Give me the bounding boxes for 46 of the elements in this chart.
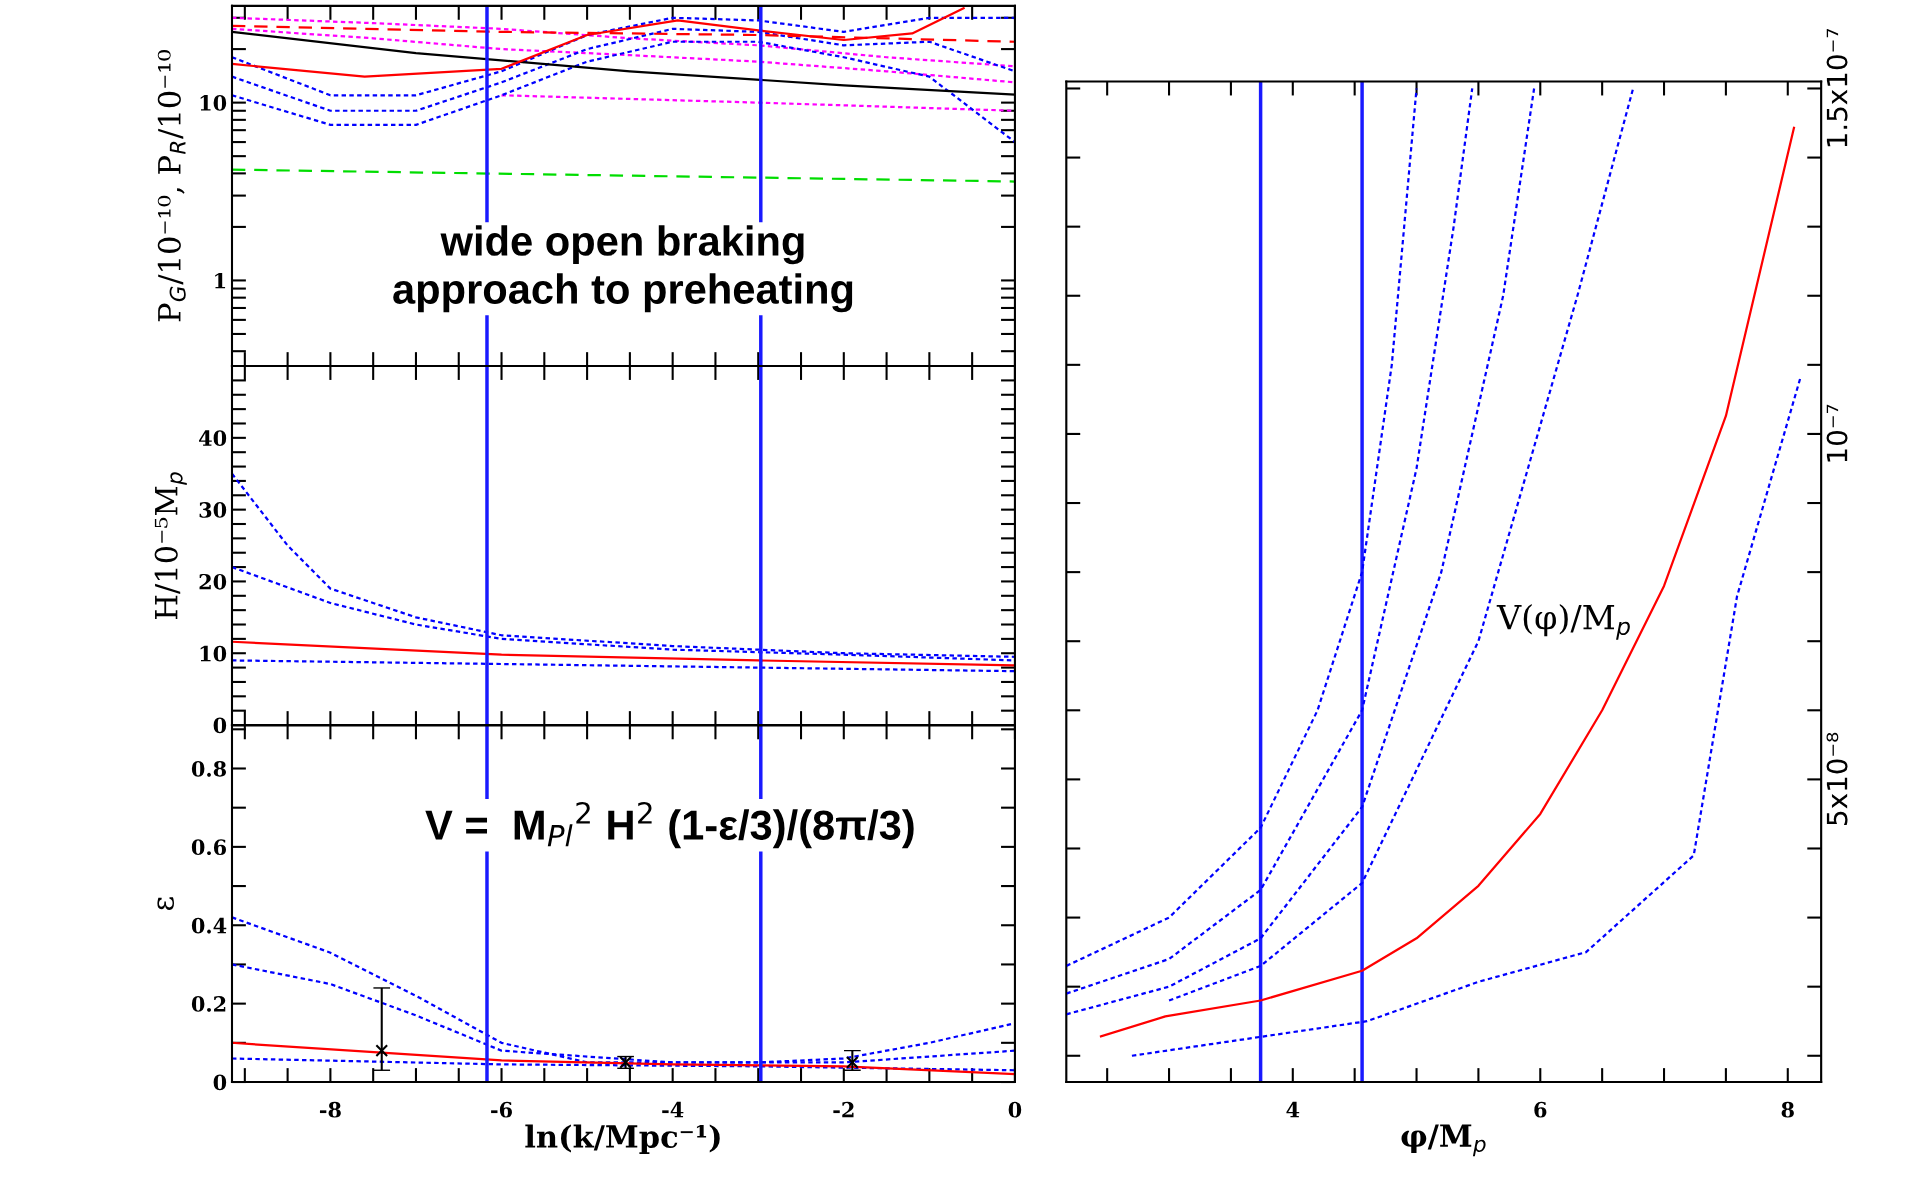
line-series xyxy=(232,1041,1015,1076)
x-tick-label: 6 xyxy=(1534,1101,1547,1118)
line-series xyxy=(1099,126,1796,1038)
y-tick-label: 20 xyxy=(199,573,227,590)
x-axis-title: ln(k/Mpc⁻¹) xyxy=(525,1124,720,1154)
x-tick-label: 4 xyxy=(1286,1101,1300,1118)
y-tick-label: 0 xyxy=(213,1074,227,1091)
line-series xyxy=(232,16,1015,68)
line-series xyxy=(232,472,1015,658)
line-series xyxy=(232,1057,1015,1072)
x-axis-title: φ/M$_{p}$ xyxy=(1401,1124,1486,1157)
x-tick-label: 0 xyxy=(1008,1101,1022,1118)
y-tick-label: 30 xyxy=(199,502,227,518)
y-axis-title: H/10⁻⁵M$_{p}$ xyxy=(154,472,187,620)
line-series xyxy=(1130,377,1802,1057)
x-tick-label: 8 xyxy=(1781,1101,1794,1118)
y-axis-title: P$_{G}$/10⁻¹⁰, P$_{R}$/10⁻¹⁰ xyxy=(157,49,186,322)
x-tick-label: -2 xyxy=(833,1101,854,1118)
annotation: V = M$_{Pl}$$^{2}$ H$^{2}$ (1-ε/3)/(8π/3) xyxy=(425,801,914,849)
x-tick-label: -8 xyxy=(319,1101,341,1118)
y-tick-label: 0.8 xyxy=(191,760,227,777)
y-tick-label: 10 xyxy=(200,95,227,111)
line-series xyxy=(1066,87,1418,968)
line-series xyxy=(1167,87,1635,1002)
y-tick-label: 0.4 xyxy=(191,917,227,934)
x-tick-label: -6 xyxy=(491,1101,512,1118)
y-tick-label: 1 xyxy=(215,272,226,289)
y-tick-label: 0.2 xyxy=(191,996,226,1012)
line-series xyxy=(232,40,1015,144)
y-axis-title: ε xyxy=(157,897,175,911)
y2-tick-label: 10⁻⁷ xyxy=(1826,404,1848,462)
line-series xyxy=(232,16,1015,97)
y-tick-label: 40 xyxy=(199,430,227,447)
line-series xyxy=(232,27,1015,112)
y2-tick-label: 1.5x10⁻⁷ xyxy=(1826,28,1848,147)
line-series xyxy=(232,27,1015,84)
y-tick-label: 10 xyxy=(200,645,227,662)
x-tick-label: -4 xyxy=(662,1101,684,1118)
line-series xyxy=(232,640,1015,667)
y-tick-label: 0.6 xyxy=(191,839,227,856)
annotation: V(φ)/M$_{p}$ xyxy=(1496,603,1630,640)
y-tick-label: 0 xyxy=(213,717,227,734)
annotation: wide open braking approach to preheating xyxy=(393,225,853,313)
y2-tick-label: 5x10⁻⁸ xyxy=(1826,732,1848,825)
line-series xyxy=(1066,87,1474,995)
line-series xyxy=(232,659,1015,673)
